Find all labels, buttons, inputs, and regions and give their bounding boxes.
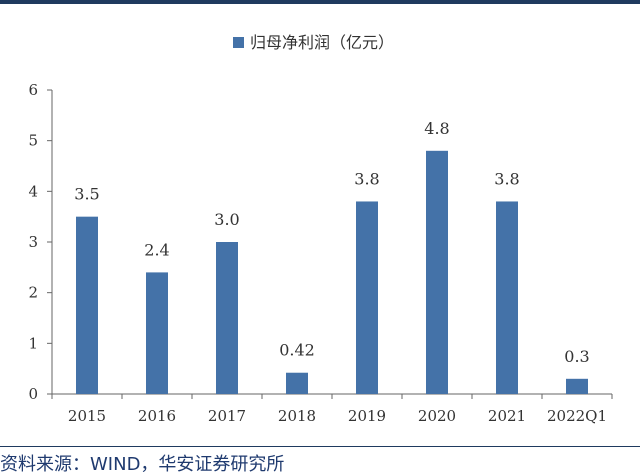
legend-swatch [233, 37, 244, 48]
x-tick-label: 2017 [208, 407, 246, 425]
y-tick-label: 6 [28, 81, 38, 99]
bars [76, 150, 588, 394]
legend: 归母净利润（亿元） [233, 33, 394, 52]
data-label: 0.3 [564, 347, 589, 366]
bar [566, 378, 588, 394]
bar [76, 216, 98, 394]
source-note: 资料来源：WIND，华安证券研究所 [0, 454, 285, 475]
top-rule [0, 0, 640, 4]
x-tick-label: 2020 [418, 407, 456, 425]
bar [496, 201, 518, 394]
data-label: 3.5 [74, 185, 99, 204]
bar [356, 201, 378, 394]
data-label: 0.42 [279, 341, 315, 360]
x-tick-label: 2019 [348, 407, 386, 425]
data-labels: 3.5 2.4 3.0 0.42 3.8 4.8 3.8 0.3 [74, 119, 589, 366]
bottom-rule [0, 446, 640, 447]
data-label: 4.8 [424, 119, 449, 138]
data-label: 3.0 [214, 210, 239, 229]
y-axis: 0 1 2 3 4 5 6 [28, 81, 53, 403]
data-label: 3.8 [354, 169, 379, 188]
x-tick-label: 2015 [68, 407, 106, 425]
x-tick-label: 2018 [278, 407, 316, 425]
x-tick-label: 2016 [138, 407, 176, 425]
y-tick-label: 3 [28, 233, 38, 251]
y-tick-label: 5 [28, 132, 38, 150]
x-axis: 2015 2016 2017 2018 2019 2020 2021 2022Q1 [51, 393, 613, 425]
y-tick-label: 4 [28, 182, 38, 200]
bar [146, 272, 168, 394]
bar [286, 372, 308, 394]
bar [426, 150, 448, 394]
y-tick-label: 0 [28, 385, 38, 403]
x-tick-label: 2022Q1 [547, 407, 607, 425]
data-label: 2.4 [144, 240, 169, 259]
bar [216, 242, 238, 394]
data-label: 3.8 [494, 169, 519, 188]
legend-label: 归母净利润（亿元） [250, 33, 394, 52]
x-tick-label: 2021 [488, 407, 526, 425]
y-tick-label: 2 [28, 284, 38, 302]
y-tick-label: 1 [28, 334, 38, 352]
